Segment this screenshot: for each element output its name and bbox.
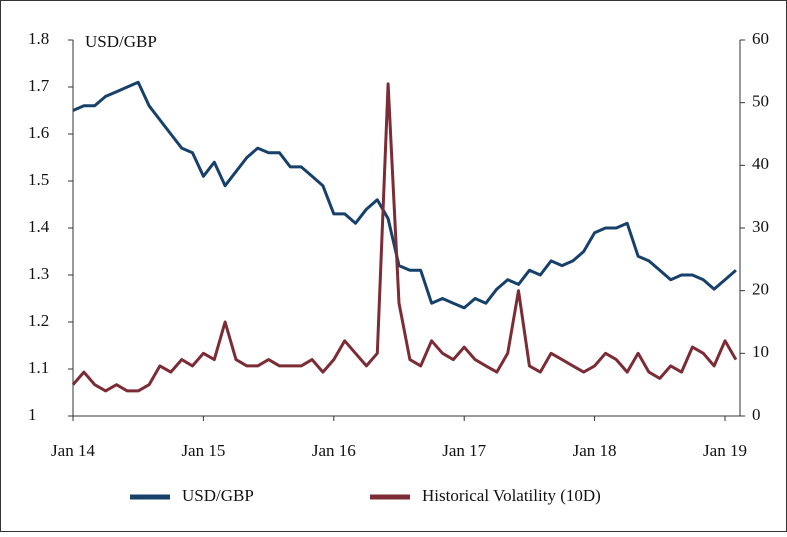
y2-tick-label: 10 <box>752 342 769 361</box>
x-tick-label: Jan 18 <box>573 441 617 460</box>
series-line <box>72 80 737 310</box>
legend-label: Historical Volatility (10D) <box>422 486 601 505</box>
legend-label: USD/GBP <box>182 486 254 505</box>
y2-tick-label: 0 <box>752 405 761 424</box>
y-tick-label: 1.6 <box>28 123 49 142</box>
y-tick-label: 1.1 <box>28 358 49 377</box>
y-tick-label: 1.3 <box>28 264 49 283</box>
y2-tick-label: 60 <box>752 29 769 48</box>
x-tick-label: Jan 17 <box>442 441 486 460</box>
x-tick-label: Jan 19 <box>703 441 747 460</box>
y-tick-label: 1 <box>28 405 37 424</box>
y2-tick-label: 30 <box>752 217 769 236</box>
x-tick-label: Jan 15 <box>181 441 225 460</box>
y-axis-label: USD/GBP <box>85 32 157 51</box>
y2-tick-label: 50 <box>752 92 769 111</box>
x-tick-label: Jan 14 <box>51 441 95 460</box>
x-tick-label: Jan 16 <box>312 441 356 460</box>
series-line <box>71 82 738 393</box>
y2-tick-label: 20 <box>752 280 769 299</box>
y2-tick-label: 40 <box>752 154 769 173</box>
y-tick-label: 1.8 <box>28 29 49 48</box>
y-tick-label: 1.7 <box>28 76 50 95</box>
y-tick-label: 1.2 <box>28 311 49 330</box>
y-tick-label: 1.5 <box>28 170 49 189</box>
y-tick-label: 1.4 <box>28 217 50 236</box>
